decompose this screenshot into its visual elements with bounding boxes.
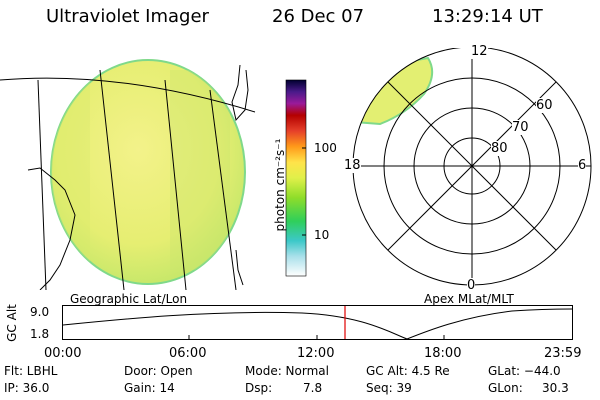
orbit-axis-label: GC Alt [5,304,19,342]
uv-emission-disk [50,59,246,285]
mlt-label-6: 6 [578,158,587,173]
polar-mlt-plot [352,48,592,286]
mlt-label-0: 0 [467,278,476,293]
image-time: 13:29:14 UT [432,6,543,27]
colorbar-tick-100: 100 [314,141,337,155]
colorbar [285,79,307,277]
coastline [27,64,249,290]
instrument-title: Ultraviolet Imager [46,6,209,27]
mlat-label-70: 70 [512,120,529,135]
info-filter: Flt: LBHL [4,364,58,378]
mlt-label-18: 18 [344,158,361,173]
info-glat: GLat: −44.0 [488,364,561,378]
orbit-altitude-plot [62,305,573,340]
info-gc-alt: GC Alt: 4.5 Re [366,364,450,378]
info-ip: IP: 36.0 [4,381,50,395]
info-dsp-label: Dsp: [245,381,273,395]
orbit-x-tick-2: 12:00 [297,346,335,361]
orbit-altitude-curve [62,308,573,340]
colorbar-unit-label: photon cm⁻²s⁻¹ [273,138,287,232]
info-glon-value: 30.3 [542,381,569,395]
info-seq: Seq: 39 [366,381,412,395]
image-date: 26 Dec 07 [272,6,365,27]
mlt-label-12: 12 [471,44,488,59]
orbit-y-top: 9.0 [30,305,50,319]
apex-label: Apex MLat/MLT [424,292,514,306]
mlat-label-80: 80 [491,141,508,156]
orbit-x-tick-3: 18:00 [424,346,462,361]
orbit-x-tick-4: 23:59 [544,346,582,361]
colorbar-tick-10: 10 [314,228,330,242]
mlat-label-60: 60 [536,98,553,113]
info-mode: Mode: Normal [245,364,329,378]
lat-lon-grid [0,69,256,290]
info-gain: Gain: 14 [124,381,175,395]
info-glon-label: GLon: [488,381,523,395]
info-door: Door: Open [124,364,193,378]
geographic-image-panel [0,59,256,290]
orbit-y-bottom: 1.8 [30,327,50,341]
orbit-x-tick-1: 06:00 [169,346,207,361]
info-dsp-value: 7.8 [303,381,323,395]
geographic-label: Geographic Lat/Lon [70,292,188,306]
orbit-x-tick-0: 00:00 [44,346,82,361]
